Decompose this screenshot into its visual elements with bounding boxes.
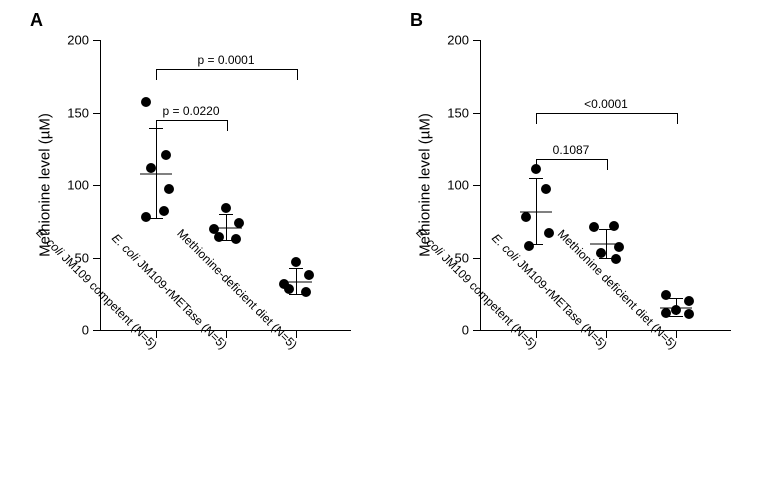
error-cap <box>289 268 303 269</box>
error-cap <box>529 178 543 179</box>
data-point <box>234 218 244 228</box>
stat-bracket <box>156 69 298 80</box>
y-tick-label: 200 <box>447 33 481 48</box>
stat-bracket <box>536 113 678 124</box>
x-tick <box>156 330 157 338</box>
mean-line <box>140 174 172 175</box>
x-tick <box>296 330 297 338</box>
x-tick <box>226 330 227 338</box>
data-point <box>141 97 151 107</box>
y-tick-label: 100 <box>67 178 101 193</box>
data-point <box>541 184 551 194</box>
data-point <box>231 234 241 244</box>
panel-a: A Methionine level (µM) 050100150200E. c… <box>20 10 384 490</box>
data-point <box>524 241 534 251</box>
stat-bracket <box>536 159 608 170</box>
data-point <box>159 206 169 216</box>
y-tick-label: 200 <box>67 33 101 48</box>
data-point <box>284 284 294 294</box>
data-point <box>614 242 624 252</box>
data-point <box>291 257 301 267</box>
y-tick-label: 0 <box>462 323 481 338</box>
data-point <box>521 212 531 222</box>
stat-bracket <box>156 120 228 131</box>
panel-b-label: B <box>410 10 423 31</box>
panel-a-label: A <box>30 10 43 31</box>
data-point <box>301 287 311 297</box>
x-tick <box>606 330 607 338</box>
data-point <box>609 221 619 231</box>
error-cap <box>149 218 163 219</box>
data-point <box>684 309 694 319</box>
data-point <box>141 212 151 222</box>
data-point <box>544 228 554 238</box>
data-point <box>146 163 156 173</box>
stat-label: p = 0.0001 <box>197 53 254 67</box>
data-point <box>661 290 671 300</box>
stat-label: p = 0.0220 <box>162 104 219 118</box>
data-point <box>611 254 621 264</box>
data-point <box>589 222 599 232</box>
panel-a-plot: 050100150200E. coli JM109 competent (N=5… <box>100 40 351 331</box>
data-point <box>684 296 694 306</box>
x-tick-label: E. coli JM109-rMETase (N=5) <box>109 231 230 352</box>
panel-b: B Methionine level (µM) 050100150200E. c… <box>400 10 764 490</box>
data-point <box>661 308 671 318</box>
x-tick-label: Methionine-deficient diet (N=5) <box>174 226 300 352</box>
error-cap <box>669 316 683 317</box>
stat-label: 0.1087 <box>553 143 590 157</box>
data-point <box>164 184 174 194</box>
y-tick-label: 100 <box>447 178 481 193</box>
data-point <box>161 150 171 160</box>
y-tick-label: 150 <box>447 105 481 120</box>
error-cap <box>669 298 683 299</box>
data-point <box>221 203 231 213</box>
data-point <box>671 305 681 315</box>
y-tick-label: 0 <box>82 323 101 338</box>
x-tick-label: E. coli JM109-rMETase (N=5) <box>489 231 610 352</box>
error-cap <box>219 214 233 215</box>
x-tick <box>676 330 677 338</box>
x-tick <box>536 330 537 338</box>
data-point <box>304 270 314 280</box>
y-tick-label: 150 <box>67 105 101 120</box>
figure-root: A Methionine level (µM) 050100150200E. c… <box>0 0 768 500</box>
stat-label: <0.0001 <box>584 97 628 111</box>
panel-b-plot: 050100150200E. coli JM109 competent (N=5… <box>480 40 731 331</box>
data-point <box>214 232 224 242</box>
data-point <box>596 248 606 258</box>
